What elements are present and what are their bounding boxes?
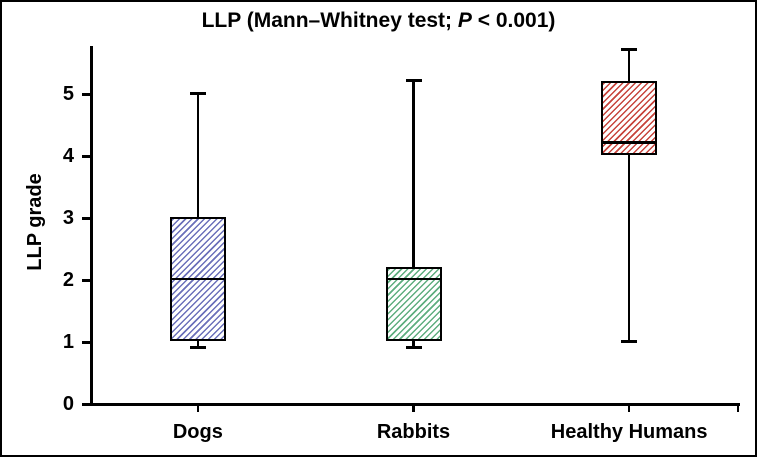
- y-tick-mark: [82, 93, 90, 96]
- x-axis-line: [90, 403, 740, 406]
- upper-whisker-line: [412, 80, 415, 267]
- chart-title: LLP (Mann–Whitney test; P < 0.001): [2, 9, 755, 33]
- median-line: [601, 141, 658, 144]
- y-tick-mark: [82, 341, 90, 344]
- lower-whisker-line: [412, 341, 415, 348]
- chart-title-italic-p: P: [457, 9, 472, 32]
- y-tick-mark: [82, 403, 90, 406]
- median-line: [169, 277, 226, 281]
- upper-whisker-cap: [405, 79, 422, 83]
- lower-whisker-cap: [405, 345, 422, 349]
- x-tick-mark: [627, 405, 631, 412]
- upper-whisker-cap: [621, 48, 638, 52]
- y-tick-label: 3: [62, 207, 74, 229]
- lower-whisker-line: [627, 155, 631, 341]
- y-tick-label: 1: [62, 331, 74, 353]
- upper-whisker-cap: [189, 91, 206, 95]
- median-line: [385, 277, 442, 281]
- y-tick-label: 4: [62, 145, 74, 167]
- upper-whisker-line: [627, 49, 631, 81]
- lower-whisker-cap: [621, 339, 638, 343]
- lower-whisker-cap: [189, 345, 206, 349]
- x-category-label: Dogs: [172, 421, 223, 443]
- x-axis-end-tick: [736, 405, 740, 412]
- y-tick-mark: [82, 217, 90, 220]
- y-tick-label: 0: [62, 393, 74, 415]
- chart-title-prefix: LLP (Mann–Whitney test;: [201, 9, 458, 32]
- y-tick-mark: [82, 155, 90, 158]
- upper-whisker-line: [196, 93, 200, 217]
- y-tick-mark: [82, 279, 90, 282]
- x-category-label: Healthy Humans: [550, 421, 708, 443]
- x-tick-mark: [412, 405, 415, 412]
- x-category-label: Rabbits: [376, 421, 451, 443]
- lower-whisker-line: [196, 341, 200, 348]
- chart-title-suffix: < 0.001): [471, 9, 556, 32]
- x-tick-mark: [196, 405, 200, 412]
- iqr-box-dogs: [169, 217, 226, 341]
- y-axis-line: [90, 46, 93, 406]
- y-tick-label: 5: [62, 83, 74, 105]
- y-tick-label: 2: [62, 269, 74, 291]
